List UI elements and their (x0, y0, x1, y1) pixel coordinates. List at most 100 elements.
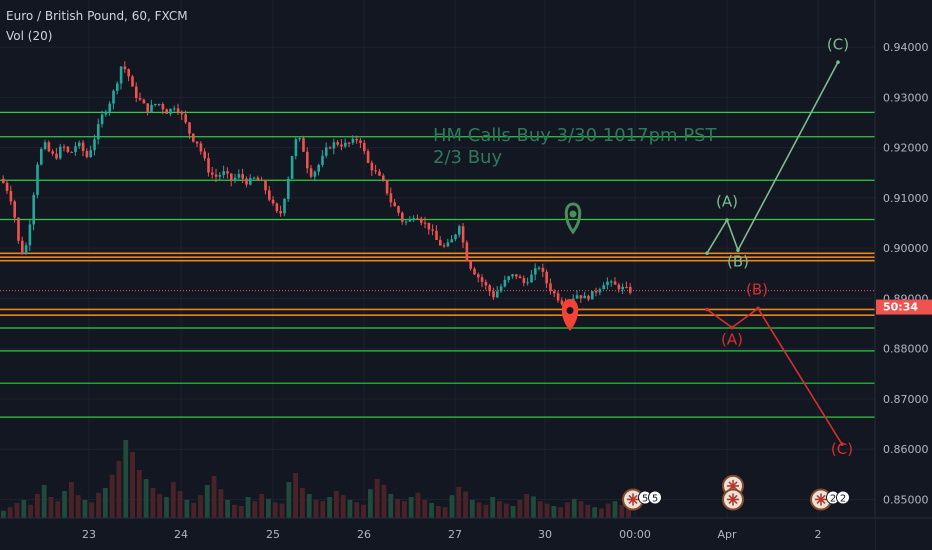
annotation-line-1[interactable]: HM Calls Buy 3/30 1017pm PST (433, 125, 718, 146)
annotation-line-2[interactable]: 2/3 Buy (433, 147, 502, 168)
candle-body (184, 114, 187, 123)
candle-body (321, 155, 324, 165)
x-tick-label: Apr (717, 528, 737, 541)
candle-body (477, 274, 480, 278)
volume-bar (340, 495, 346, 518)
volume-bar (300, 488, 305, 518)
candle-body (176, 108, 180, 113)
volume-bar (157, 494, 163, 518)
candle-body (503, 279, 507, 287)
volume-bar (483, 504, 489, 518)
candle-body (74, 146, 77, 152)
volume-bar (96, 492, 101, 518)
candle-body (108, 103, 111, 112)
candle-body (195, 141, 199, 144)
candle-body (313, 171, 317, 177)
volume-bar (191, 503, 197, 518)
candle-body (146, 103, 149, 113)
candle-body (203, 151, 206, 159)
candle-body (70, 151, 73, 153)
price-axis[interactable]: 0.850000.860000.870000.880000.890000.900… (874, 0, 932, 550)
x-tick-label: 24 (174, 528, 188, 541)
volume-bar (367, 489, 373, 518)
red-pin-marker[interactable] (561, 298, 579, 331)
candle-body (249, 178, 252, 185)
candle-body (93, 139, 96, 151)
candle-body (446, 242, 450, 247)
candle-body (271, 199, 275, 204)
candle-body (24, 245, 28, 254)
volume-bar (116, 461, 122, 518)
candle-body (150, 104, 153, 113)
candle-body (340, 144, 343, 147)
candle-body (526, 282, 529, 284)
bull-projection-point (736, 248, 740, 252)
volume-bar (585, 504, 591, 518)
candle-body (214, 174, 218, 177)
bull-projection-path[interactable] (706, 61, 839, 254)
candle-body (180, 112, 184, 115)
candle-body (81, 142, 85, 152)
x-tick-label: 2 (815, 528, 822, 541)
candle-body (173, 108, 176, 110)
projection-lines[interactable]: (A) (B) (C) (A) (B) (C) (705, 36, 853, 459)
bull-projection-point (836, 60, 840, 64)
candle-body (59, 146, 62, 159)
candle-body (336, 142, 339, 145)
candle-body (347, 142, 351, 144)
volume-bar (272, 502, 278, 518)
bear-projection-path[interactable] (706, 307, 843, 445)
volume-bar (48, 497, 54, 518)
candle-body (154, 104, 157, 106)
candle-body (142, 99, 146, 104)
candle-body (473, 268, 476, 275)
candle-body (294, 139, 298, 157)
candle-body (374, 170, 377, 172)
volume-bar (619, 504, 625, 518)
grid (0, 0, 875, 518)
bear-projection-wave-label: (C) (831, 440, 853, 458)
volume-bar (599, 508, 604, 518)
volume-bar (293, 473, 299, 518)
candle-body (306, 151, 309, 169)
event-badge[interactable] (722, 488, 744, 511)
time-axis[interactable]: 23 24 25 26 27 30 00:00 Apr 2 (0, 517, 932, 550)
candle-body (621, 286, 624, 290)
candle-body (317, 164, 320, 172)
candle-body (169, 108, 172, 114)
volume-bar (123, 440, 129, 518)
candle-body (47, 142, 51, 152)
candle-body (211, 172, 214, 175)
volume-bar (592, 507, 598, 518)
candle-body (534, 268, 537, 275)
candle-body (222, 171, 225, 176)
candle-body (138, 97, 142, 100)
candle-body (32, 194, 35, 225)
volume-bar (279, 503, 285, 518)
green-pin-marker[interactable] (564, 202, 582, 235)
candle-body (43, 142, 47, 149)
volume-bar (89, 502, 95, 518)
candle-body (325, 147, 328, 156)
candle-body (245, 178, 248, 185)
candle-body (78, 142, 81, 147)
candle-body (583, 295, 586, 299)
candle-body (344, 142, 347, 147)
candle-body (488, 285, 491, 292)
candle-body (351, 138, 355, 143)
volume-bar (320, 501, 326, 518)
volume-bar (558, 507, 564, 518)
volume-bar (109, 474, 115, 518)
x-tick-label: 00:00 (619, 528, 651, 541)
candle-body (165, 109, 168, 114)
bear-projection-point (730, 325, 734, 330)
volume-bar (544, 503, 550, 518)
volume-bar (41, 485, 47, 518)
volume-bar (136, 470, 142, 518)
volume-bar (381, 485, 387, 518)
candle-body (363, 142, 366, 152)
